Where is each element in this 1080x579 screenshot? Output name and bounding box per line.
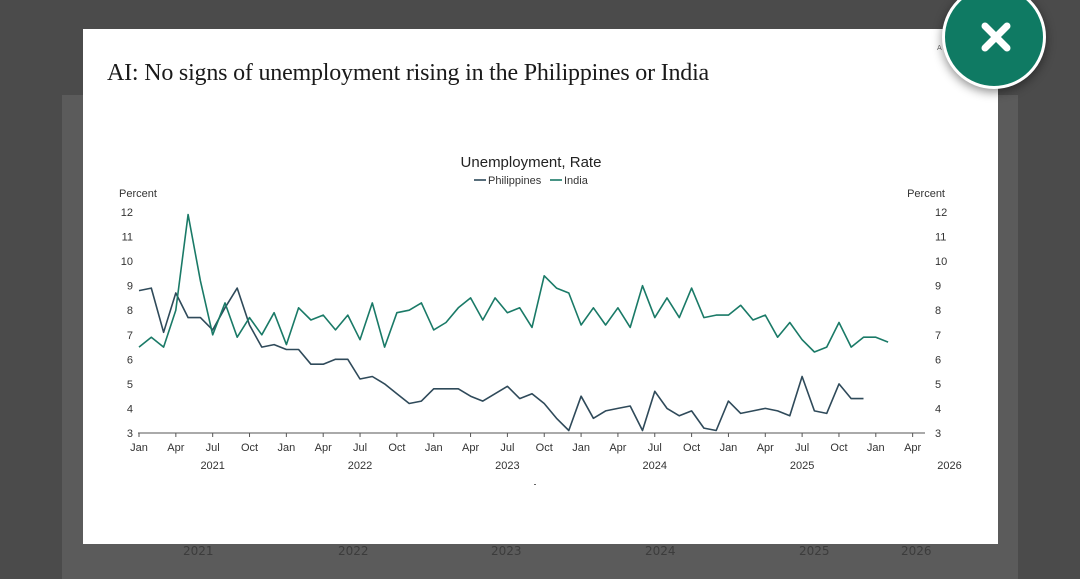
x-tick-label: Jul bbox=[353, 442, 367, 454]
y-tick-label-right: 3 bbox=[935, 428, 941, 440]
background-year-label: 2025 bbox=[799, 544, 830, 558]
y-axis-label-right: Percent bbox=[907, 188, 945, 200]
y-tick-label-right: 12 bbox=[935, 207, 947, 219]
source-dot bbox=[534, 484, 536, 485]
y-tick-label-left: 6 bbox=[127, 354, 133, 366]
chart-modal: AI: No signs of unemployment rising in t… bbox=[83, 29, 998, 544]
close-icon bbox=[981, 22, 1011, 52]
x-tick-label: Jan bbox=[572, 442, 590, 454]
y-ticks-left: 3 4 5 6 7 8 9 10 11 12 bbox=[121, 207, 133, 440]
x-tick-label: Jul bbox=[206, 442, 220, 454]
series-lines bbox=[138, 213, 889, 432]
y-tick-label-right: 9 bbox=[935, 281, 941, 293]
y-tick-label-right: 6 bbox=[935, 354, 941, 366]
x-year-label: 2023 bbox=[495, 460, 519, 472]
x-tick-label: Apr bbox=[167, 442, 184, 454]
corner-text: A bbox=[937, 44, 942, 52]
x-axis-ticks: Jan Apr Jul Oct Jan Apr Jul Oct Jan Apr Jul Oct Jan A… bbox=[130, 433, 962, 472]
x-tick-label: Jan bbox=[867, 442, 885, 454]
y-tick-label-left: 5 bbox=[127, 379, 133, 391]
y-tick-label-left: 4 bbox=[127, 403, 133, 415]
y-tick-label-left: 3 bbox=[127, 428, 133, 440]
x-tick-label: Jan bbox=[130, 442, 148, 454]
x-tick-label: Oct bbox=[388, 442, 405, 454]
x-year-label: 2026 bbox=[937, 460, 961, 472]
close-button[interactable] bbox=[942, 0, 1046, 89]
x-tick-label: Apr bbox=[904, 442, 921, 454]
x-year-label: 2024 bbox=[643, 460, 667, 472]
y-tick-label-right: 11 bbox=[935, 232, 946, 244]
y-axis-label-left: Percent bbox=[119, 188, 157, 200]
y-tick-label-left: 8 bbox=[127, 305, 133, 317]
background-year-label: 2022 bbox=[338, 544, 369, 558]
y-tick-label-left: 9 bbox=[127, 281, 133, 293]
x-year-label: 2025 bbox=[790, 460, 814, 472]
background-year-label: 2023 bbox=[491, 544, 522, 558]
x-tick-label: Jan bbox=[277, 442, 295, 454]
series-line-india bbox=[138, 213, 889, 353]
background-year-label: 2026 bbox=[901, 544, 932, 558]
x-tick-label: Apr bbox=[609, 442, 626, 454]
modal-title: AI: No signs of unemployment rising in t… bbox=[107, 60, 710, 86]
y-tick-label-left: 10 bbox=[121, 256, 133, 268]
y-tick-label-right: 4 bbox=[935, 403, 941, 415]
x-tick-label: Apr bbox=[315, 442, 332, 454]
legend-label-india: India bbox=[564, 175, 589, 187]
x-tick-label: Apr bbox=[757, 442, 774, 454]
x-tick-label: Oct bbox=[683, 442, 700, 454]
x-tick-label: Jul bbox=[795, 442, 809, 454]
x-tick-label: Jan bbox=[425, 442, 443, 454]
x-tick-label: Oct bbox=[830, 442, 847, 454]
y-tick-label-left: 11 bbox=[122, 232, 133, 244]
y-tick-label-right: 10 bbox=[935, 256, 947, 268]
x-tick-label: Jan bbox=[720, 442, 738, 454]
x-tick-label: Jul bbox=[500, 442, 514, 454]
y-tick-label-right: 8 bbox=[935, 305, 941, 317]
x-tick-label: Oct bbox=[241, 442, 258, 454]
unemployment-chart: Unemployment, Rate Philippines India Per… bbox=[119, 154, 962, 472]
legend-label-philippines: Philippines bbox=[488, 175, 542, 187]
chart-title: Unemployment, Rate bbox=[461, 154, 602, 171]
y-tick-label-left: 7 bbox=[127, 330, 133, 342]
x-year-label: 2022 bbox=[348, 460, 372, 472]
legend: Philippines India bbox=[474, 175, 589, 187]
x-tick-label: Jul bbox=[648, 442, 662, 454]
x-tick-label: Oct bbox=[536, 442, 553, 454]
x-year-label: 2021 bbox=[200, 460, 224, 472]
x-tick-label: Apr bbox=[462, 442, 479, 454]
series-line-philippines bbox=[138, 287, 864, 432]
y-tick-label-right: 7 bbox=[935, 330, 941, 342]
background-year-label: 2024 bbox=[645, 544, 676, 558]
y-tick-label-left: 12 bbox=[121, 207, 133, 219]
background-year-label: 2021 bbox=[183, 544, 214, 558]
y-tick-label-right: 5 bbox=[935, 379, 941, 391]
y-ticks-right: 3 4 5 6 7 8 9 10 11 12 bbox=[935, 207, 947, 440]
